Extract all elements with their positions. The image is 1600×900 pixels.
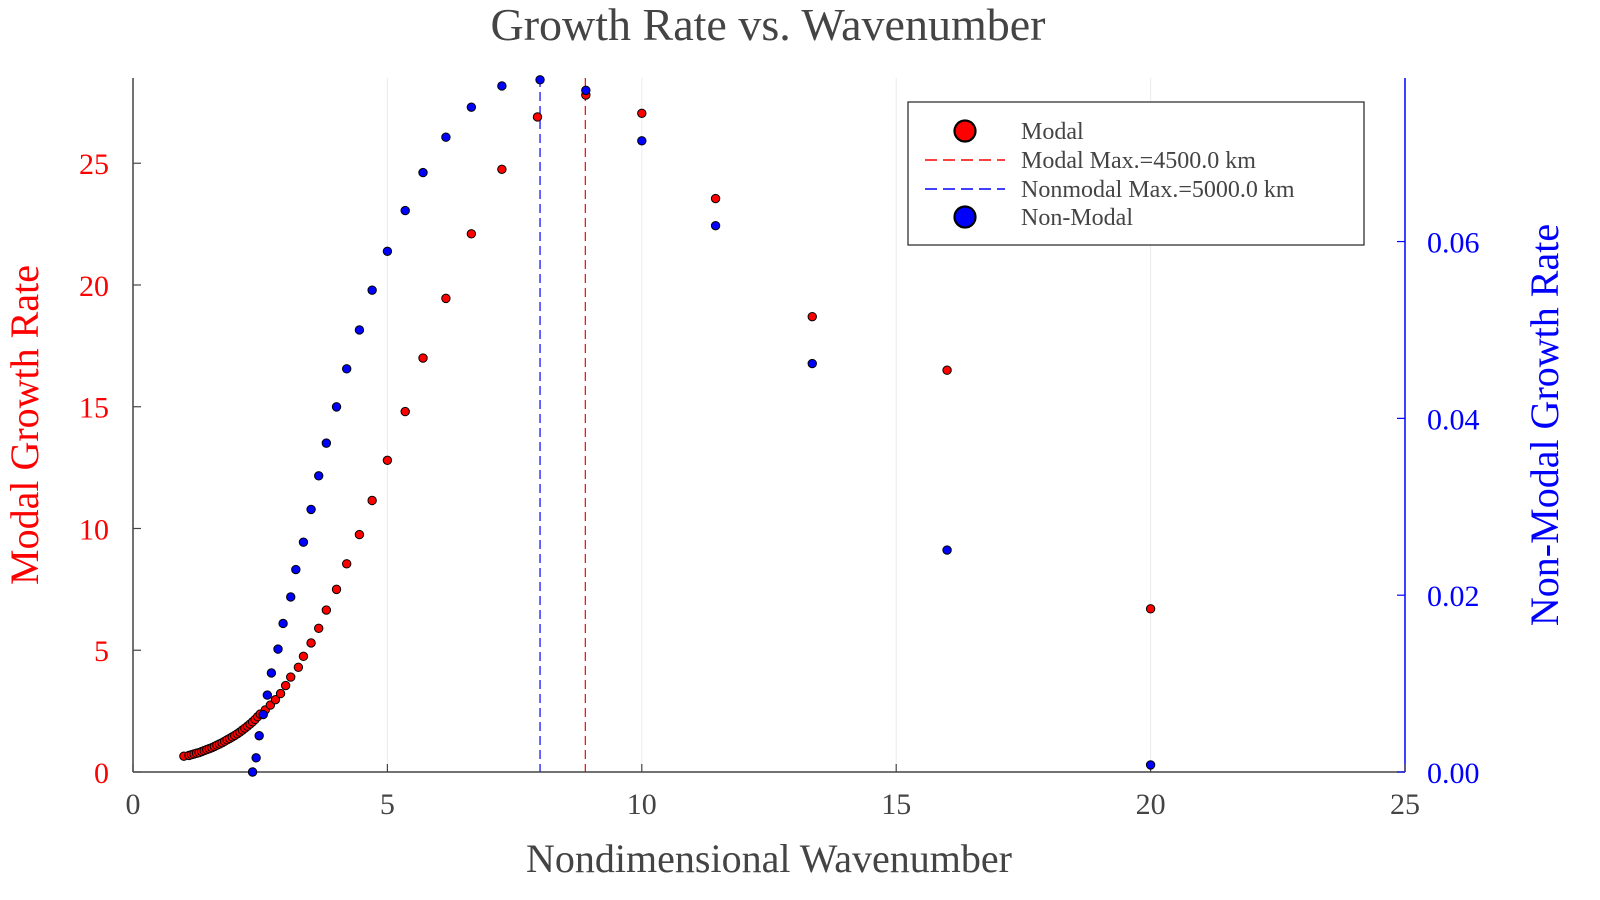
nonmodal-point	[291, 564, 301, 575]
x-tick-label: 20	[1136, 788, 1166, 821]
modal-point	[298, 651, 309, 662]
x-tick-label: 10	[627, 788, 657, 821]
max-wavenumber-lines	[539, 78, 586, 772]
modal-point	[331, 584, 342, 595]
modal-point	[942, 365, 952, 375]
nonmodal-point	[418, 167, 428, 178]
modal-point	[314, 623, 324, 634]
nonmodal-point	[286, 592, 296, 602]
right-tick-label: 0.04	[1427, 403, 1480, 436]
legend-marker	[953, 205, 977, 229]
modal-point	[341, 559, 352, 569]
x-tick-label: 15	[881, 788, 911, 821]
legend-box	[907, 101, 1365, 246]
nonmodal-point	[298, 537, 309, 547]
right-tick-label: 0.02	[1427, 580, 1480, 613]
modal-point	[275, 688, 286, 699]
nonmodal-point	[441, 132, 451, 142]
modal-point	[293, 662, 304, 672]
nonmodal-point	[382, 246, 393, 256]
right-tick-label: 0.06	[1427, 227, 1480, 260]
modal-point	[354, 529, 365, 540]
nonmodal-point	[331, 402, 342, 412]
left-tick-label: 25	[79, 148, 109, 181]
modal-point	[321, 605, 332, 615]
nonmodal-point	[637, 136, 647, 146]
modal-point	[807, 311, 817, 322]
modal-point	[270, 694, 281, 705]
nonmodal-point	[354, 325, 365, 335]
legend-label: Non-Modal	[1021, 205, 1133, 231]
modal-point	[497, 164, 507, 175]
modal-point	[382, 455, 393, 466]
nonmodal-point	[314, 471, 324, 481]
left-y-axis-label: Modal Growth Rate	[2, 265, 47, 585]
x-tick-label: 5	[380, 788, 395, 821]
modal-point	[400, 406, 410, 417]
legend-marker	[953, 119, 977, 143]
nonmodal-point	[273, 644, 283, 654]
right-tick-label: 0.00	[1427, 757, 1480, 790]
x-tick-label: 0	[126, 788, 141, 821]
nonmodal-point	[321, 438, 332, 448]
nonmodal-point	[254, 731, 264, 741]
nonmodal-point	[710, 220, 721, 231]
nonmodal-point	[466, 102, 477, 112]
nonmodal-point	[251, 753, 261, 763]
nonmodal-point	[535, 75, 545, 85]
nonmodal-point	[247, 767, 258, 777]
modal-point	[1145, 604, 1156, 614]
legend: Modal Modal Max.=4500.0 km Nonmodal Max.=5…	[907, 101, 1365, 246]
modal-point	[441, 293, 451, 304]
nonmodal-point	[306, 504, 316, 515]
nonmodal-point	[341, 364, 352, 374]
nonmodal-point	[400, 205, 410, 216]
left-tick-label: 20	[79, 270, 109, 303]
modal-point	[367, 495, 377, 506]
nonmodal-point	[942, 545, 952, 555]
nonmodal-point	[497, 81, 507, 91]
nonmodal-point	[367, 285, 377, 295]
x-axis-label: Nondimensional Wavenumber	[526, 836, 1012, 881]
left-tick-label: 15	[79, 392, 109, 425]
modal-point	[466, 229, 477, 239]
chart-title: Growth Rate vs. Wavenumber	[491, 0, 1046, 50]
modal-point	[532, 112, 543, 122]
axes	[132, 78, 1406, 773]
left-tick-label: 10	[79, 513, 109, 546]
legend-label: Modal	[1021, 119, 1084, 145]
nonmodal-series	[247, 75, 1156, 777]
x-tick-label: 25	[1390, 788, 1420, 821]
modal-point	[637, 108, 647, 119]
nonmodal-point	[807, 358, 817, 369]
modal-point	[418, 353, 428, 363]
modal-point	[286, 672, 296, 682]
nonmodal-point	[581, 85, 591, 96]
right-y-axis-label: Non-Modal Growth Rate	[1522, 224, 1567, 626]
nonmodal-point	[258, 709, 268, 720]
modal-point	[280, 680, 291, 691]
nonmodal-point	[1145, 760, 1156, 770]
modal-point	[306, 638, 316, 648]
nonmodal-point	[266, 668, 277, 678]
modal-point	[710, 193, 721, 204]
nonmodal-point	[262, 690, 273, 700]
modal-series	[179, 90, 1156, 761]
legend-label: Modal Max.=4500.0 km	[1021, 148, 1256, 174]
legend-label: Nonmodal Max.=5000.0 km	[1021, 177, 1295, 203]
left-tick-label: 5	[94, 635, 109, 668]
nonmodal-point	[278, 618, 288, 629]
left-tick-label: 0	[94, 757, 109, 790]
